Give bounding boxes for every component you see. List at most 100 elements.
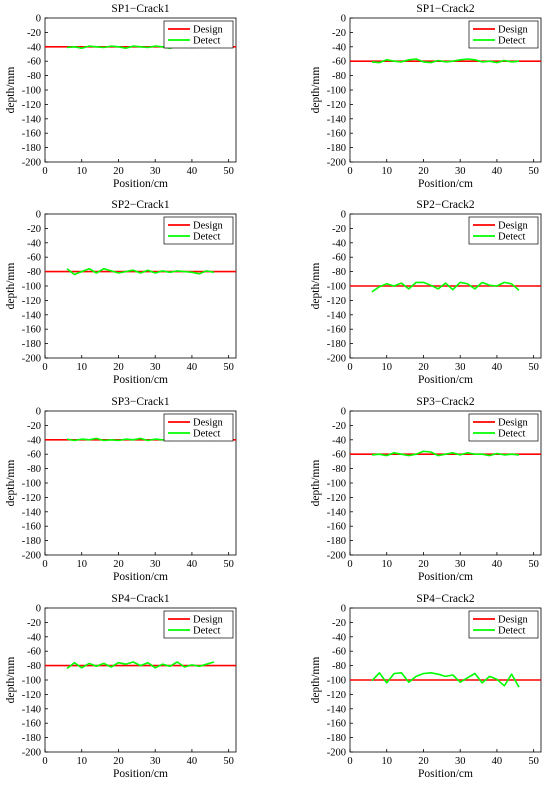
y-tick-label: -80 [27, 661, 41, 672]
y-tick-label: -60 [27, 253, 41, 264]
y-tick-label: -160 [327, 522, 346, 533]
y-tick-label: -80 [27, 267, 41, 278]
x-tick-label: 40 [187, 166, 198, 177]
legend-box [468, 610, 539, 639]
legend-design-label: Design [193, 221, 223, 232]
y-axis-label: depth/mm [310, 67, 322, 114]
legend-detect-label: Detect [498, 232, 525, 243]
y-tick-label: -200 [22, 158, 41, 169]
y-tick-label: -160 [22, 325, 41, 336]
y-tick-label: -100 [22, 479, 41, 490]
x-axis-label: Position/cm [113, 178, 168, 190]
y-tick-label: -180 [327, 339, 346, 350]
x-tick-label: 0 [42, 756, 47, 767]
y-axis-label: depth/mm [310, 460, 322, 507]
x-tick-label: 0 [347, 559, 352, 570]
y-tick-label: -60 [27, 647, 41, 658]
y-tick-label: -40 [332, 435, 346, 446]
x-tick-label: 30 [150, 166, 161, 177]
x-tick-label: 30 [455, 559, 466, 570]
y-tick-label: -20 [27, 618, 41, 629]
y-tick-label: -20 [332, 421, 346, 432]
y-tick-label: -140 [327, 507, 346, 518]
y-tick-label: 0 [36, 604, 41, 615]
chart-title: SP3−Crack2 [416, 396, 474, 408]
legend-box [163, 216, 234, 245]
y-tick-label: -140 [327, 704, 346, 715]
x-tick-label: 50 [223, 166, 234, 177]
x-tick-label: 30 [150, 362, 161, 373]
y-tick-label: -120 [327, 493, 346, 504]
chart-title: SP2−Crack2 [416, 199, 474, 211]
x-tick-label: 40 [187, 756, 198, 767]
y-tick-label: -180 [327, 733, 346, 744]
y-tick-label: -80 [332, 267, 346, 278]
chart-title: SP4−Crack1 [111, 593, 169, 605]
x-axis-label: Position/cm [113, 374, 168, 386]
y-tick-label: -200 [327, 354, 346, 365]
x-tick-label: 50 [528, 166, 539, 177]
y-tick-label: -100 [327, 676, 346, 687]
y-tick-label: -140 [22, 704, 41, 715]
legend-design-label: Design [498, 418, 528, 429]
chart-panel-1: SP1−Crack1 0 -20 -40 -60 -80 -100 -120 -140 -160 -… [5, 3, 237, 190]
y-tick-label: 0 [341, 407, 346, 418]
legend-design-label: Design [498, 221, 528, 232]
y-tick-label: -20 [332, 618, 346, 629]
x-tick-label: 50 [223, 756, 234, 767]
x-axis-label: Position/cm [113, 768, 168, 780]
y-tick-label: -60 [332, 647, 346, 658]
y-tick-label: -200 [22, 354, 41, 365]
y-tick-label: -160 [327, 719, 346, 730]
y-tick-label: -120 [327, 296, 346, 307]
y-tick-label: -120 [22, 690, 41, 701]
x-tick-label: 40 [492, 362, 503, 373]
x-tick-label: 0 [42, 362, 47, 373]
y-tick-label: -180 [22, 733, 41, 744]
y-tick-label: -80 [332, 464, 346, 475]
y-tick-label: -140 [22, 507, 41, 518]
y-tick-label: 0 [36, 407, 41, 418]
y-tick-label: -80 [332, 661, 346, 672]
y-tick-label: -180 [22, 143, 41, 154]
legend-detect-label: Detect [498, 429, 525, 440]
x-tick-label: 0 [347, 166, 352, 177]
y-tick-label: -160 [22, 719, 41, 730]
y-tick-label: -100 [22, 282, 41, 293]
chart-panel-4: SP2−Crack2 0 -20 -40 -60 -80 -100 -120 -140 -160 -… [310, 199, 542, 386]
x-tick-label: 20 [113, 166, 124, 177]
chart-panel-5: SP3−Crack1 0 -20 -40 -60 -80 -100 -120 -140 -160 -… [5, 396, 237, 583]
y-tick-label: -100 [327, 86, 346, 97]
legend-box [163, 413, 234, 442]
y-tick-label: -100 [327, 282, 346, 293]
legend-detect-label: Detect [193, 232, 220, 243]
detect-series-line [371, 671, 520, 688]
y-tick-label: -140 [327, 114, 346, 125]
y-tick-label: -80 [27, 71, 41, 82]
x-axis-label: Position/cm [418, 571, 473, 583]
y-tick-label: -40 [27, 42, 41, 53]
x-tick-label: 30 [150, 756, 161, 767]
x-axis-label: Position/cm [418, 178, 473, 190]
y-tick-label: 0 [36, 14, 41, 25]
x-tick-label: 40 [492, 559, 503, 570]
y-tick-label: -60 [27, 450, 41, 461]
y-tick-label: -60 [27, 57, 41, 68]
legend-design-label: Design [193, 418, 223, 429]
chart-panel-6: SP3−Crack2 0 -20 -40 -60 -80 -100 -120 -140 -160 -… [310, 396, 542, 583]
y-tick-label: -200 [22, 551, 41, 562]
legend-design-label: Design [498, 25, 528, 36]
legend-detect-label: Detect [193, 36, 220, 47]
y-tick-label: -140 [327, 310, 346, 321]
y-tick-label: -100 [22, 86, 41, 97]
x-tick-label: 30 [455, 756, 466, 767]
y-tick-label: -120 [22, 100, 41, 111]
x-tick-label: 40 [187, 362, 198, 373]
x-tick-label: 40 [492, 166, 503, 177]
detect-series-line [371, 58, 520, 64]
x-axis-label: Position/cm [113, 571, 168, 583]
detect-series-line [66, 661, 215, 670]
x-tick-label: 10 [381, 756, 392, 767]
